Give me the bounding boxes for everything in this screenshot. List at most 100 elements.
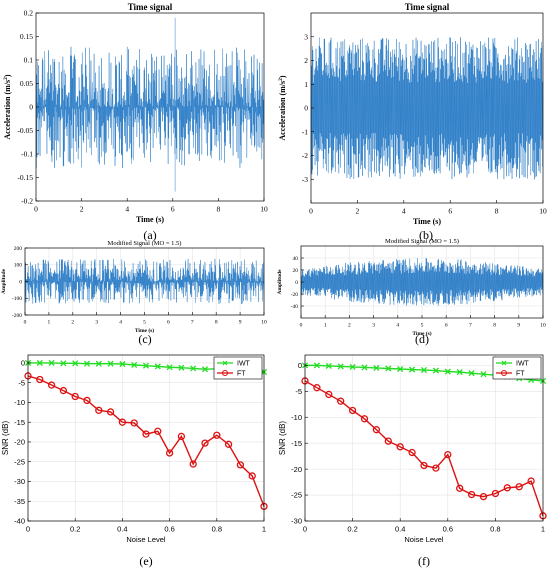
ft-point [71,392,79,401]
chart-title: Modified Signal (MO = 1.5) [108,240,182,247]
y-tick-label: 0 [304,104,308,113]
iwt-point [444,368,451,375]
ft-point [189,460,197,468]
y-tick-label: -0.2 [21,197,33,206]
y-tick-label: -30 [14,477,25,486]
y-tick-label: -40 [14,517,25,526]
y-tick-label: -200 [12,313,22,319]
panel-a: 0 2 4 6 8 10 -0.2 -0.15 -0.1 -0.05 0 0.05 0.1 0.15 0.2… [3,2,268,242]
x-tick-label: 5 [421,323,424,329]
panel-label: (b) [419,228,433,242]
ft-point [384,437,392,445]
y-tick-label: 0.2 [24,9,34,18]
x-tick-label: 3 [372,323,375,329]
panel-f: IWT FT 0 0.2 0.4 0.6 0.8 1 0 -5 -10 -15 -20 -25 -30 Noi… [278,354,547,568]
ft-point [432,464,440,472]
ft-point [491,489,500,498]
iwt-point [36,359,43,366]
y-axis-label: Acceleration (m/s2) [278,75,287,141]
y-tick-label: -1 [302,127,308,136]
ft-point [444,450,452,459]
ft-point [224,440,233,448]
x-tick-label: 2 [80,205,84,214]
ft-point [248,472,256,480]
panel-e: IWT FT 0 0.2 0.4 0.6 0.8 1 0 -5 -10 -15 -20 -25 -30 -35… [1,354,268,568]
y-tick-label: -0.1 [21,150,33,159]
x-tick-label: 8 [493,323,496,329]
y-tick-label: -5 [295,387,302,396]
y-tick-label: -0.15 [17,173,33,182]
chart-title: Time signal [128,2,173,12]
y-tick-label: -0.05 [17,126,33,135]
plot-area [305,355,543,521]
iwt-point [409,366,416,373]
y-axis-label: Acceleration (m/s2) [3,74,12,140]
x-tick-label: 6 [167,320,170,326]
y-tick-label: 0 [295,280,298,286]
chart-title: Modified Signal (MO = 1.5) [385,238,459,245]
x-tick-label: 0 [34,205,38,214]
signal-trace [301,258,543,306]
x-tick-label: 10 [540,323,546,329]
y-tick-label: -10 [291,413,302,422]
ft-point [95,406,103,414]
signal-trace [36,17,264,192]
axes-frame [27,354,265,522]
y-tick-label: -5 [18,378,25,387]
x-tick-label: 10 [261,320,267,326]
x-tick-label: 0 [309,207,313,216]
ft-point [83,396,91,405]
y-tick-label: 1 [304,80,308,89]
legend-marker [222,360,228,366]
ft-point [337,397,345,405]
y-tick-label: 40 [293,256,299,262]
ft-point [515,483,523,491]
y-tick-label: 0 [21,359,25,368]
y-tick-label: -10 [14,398,25,407]
ft-point [201,439,209,447]
iwt-point [385,365,392,372]
y-tick-label: -35 [14,497,25,506]
iwt-point [142,362,150,369]
x-tick-label: 4 [119,320,122,326]
x-tick-label: 1 [48,320,51,326]
iwt-point [361,364,368,371]
axes-frame [304,354,544,522]
x-tick-label: 7 [469,323,472,329]
legend-marker [500,369,508,377]
ft-point [467,490,476,499]
legend-label-iwt: IWT [516,361,530,368]
y-tick-label: -30 [291,517,302,526]
x-tick-label: 1 [324,323,327,329]
ft-point [348,406,357,415]
ft-point [213,431,221,439]
ft-point [479,492,488,501]
y-tick-label: -2 [302,151,308,160]
legend-marker [221,369,229,377]
ft-point [372,426,381,434]
x-tick-label: 2 [71,320,74,326]
x-tick-label: 8 [217,205,221,214]
ft-series-line [27,375,265,507]
x-axis-label: Time (s) [412,330,431,337]
ft-point [396,443,404,451]
iwt-point [201,366,209,373]
x-tick-label: 4 [402,207,406,216]
ft-point [36,375,44,384]
y-axis-label: Amplitude [277,269,283,295]
y-tick-label: 0.05 [20,79,33,88]
iwt-point [48,359,55,366]
ft-point [130,419,138,427]
panel-label: (d) [415,332,429,346]
ft-series-line [304,380,544,517]
ft-point [527,477,535,485]
panel-label: (f) [418,554,430,568]
y-tick-label: -25 [14,457,25,466]
ft-point [118,418,127,426]
iwt-point [131,361,138,368]
y-tick-label: 100 [14,263,23,269]
chart-title: Time signal [405,2,450,12]
legend-label-ft: FT [237,371,246,378]
iwt-point [313,362,320,369]
